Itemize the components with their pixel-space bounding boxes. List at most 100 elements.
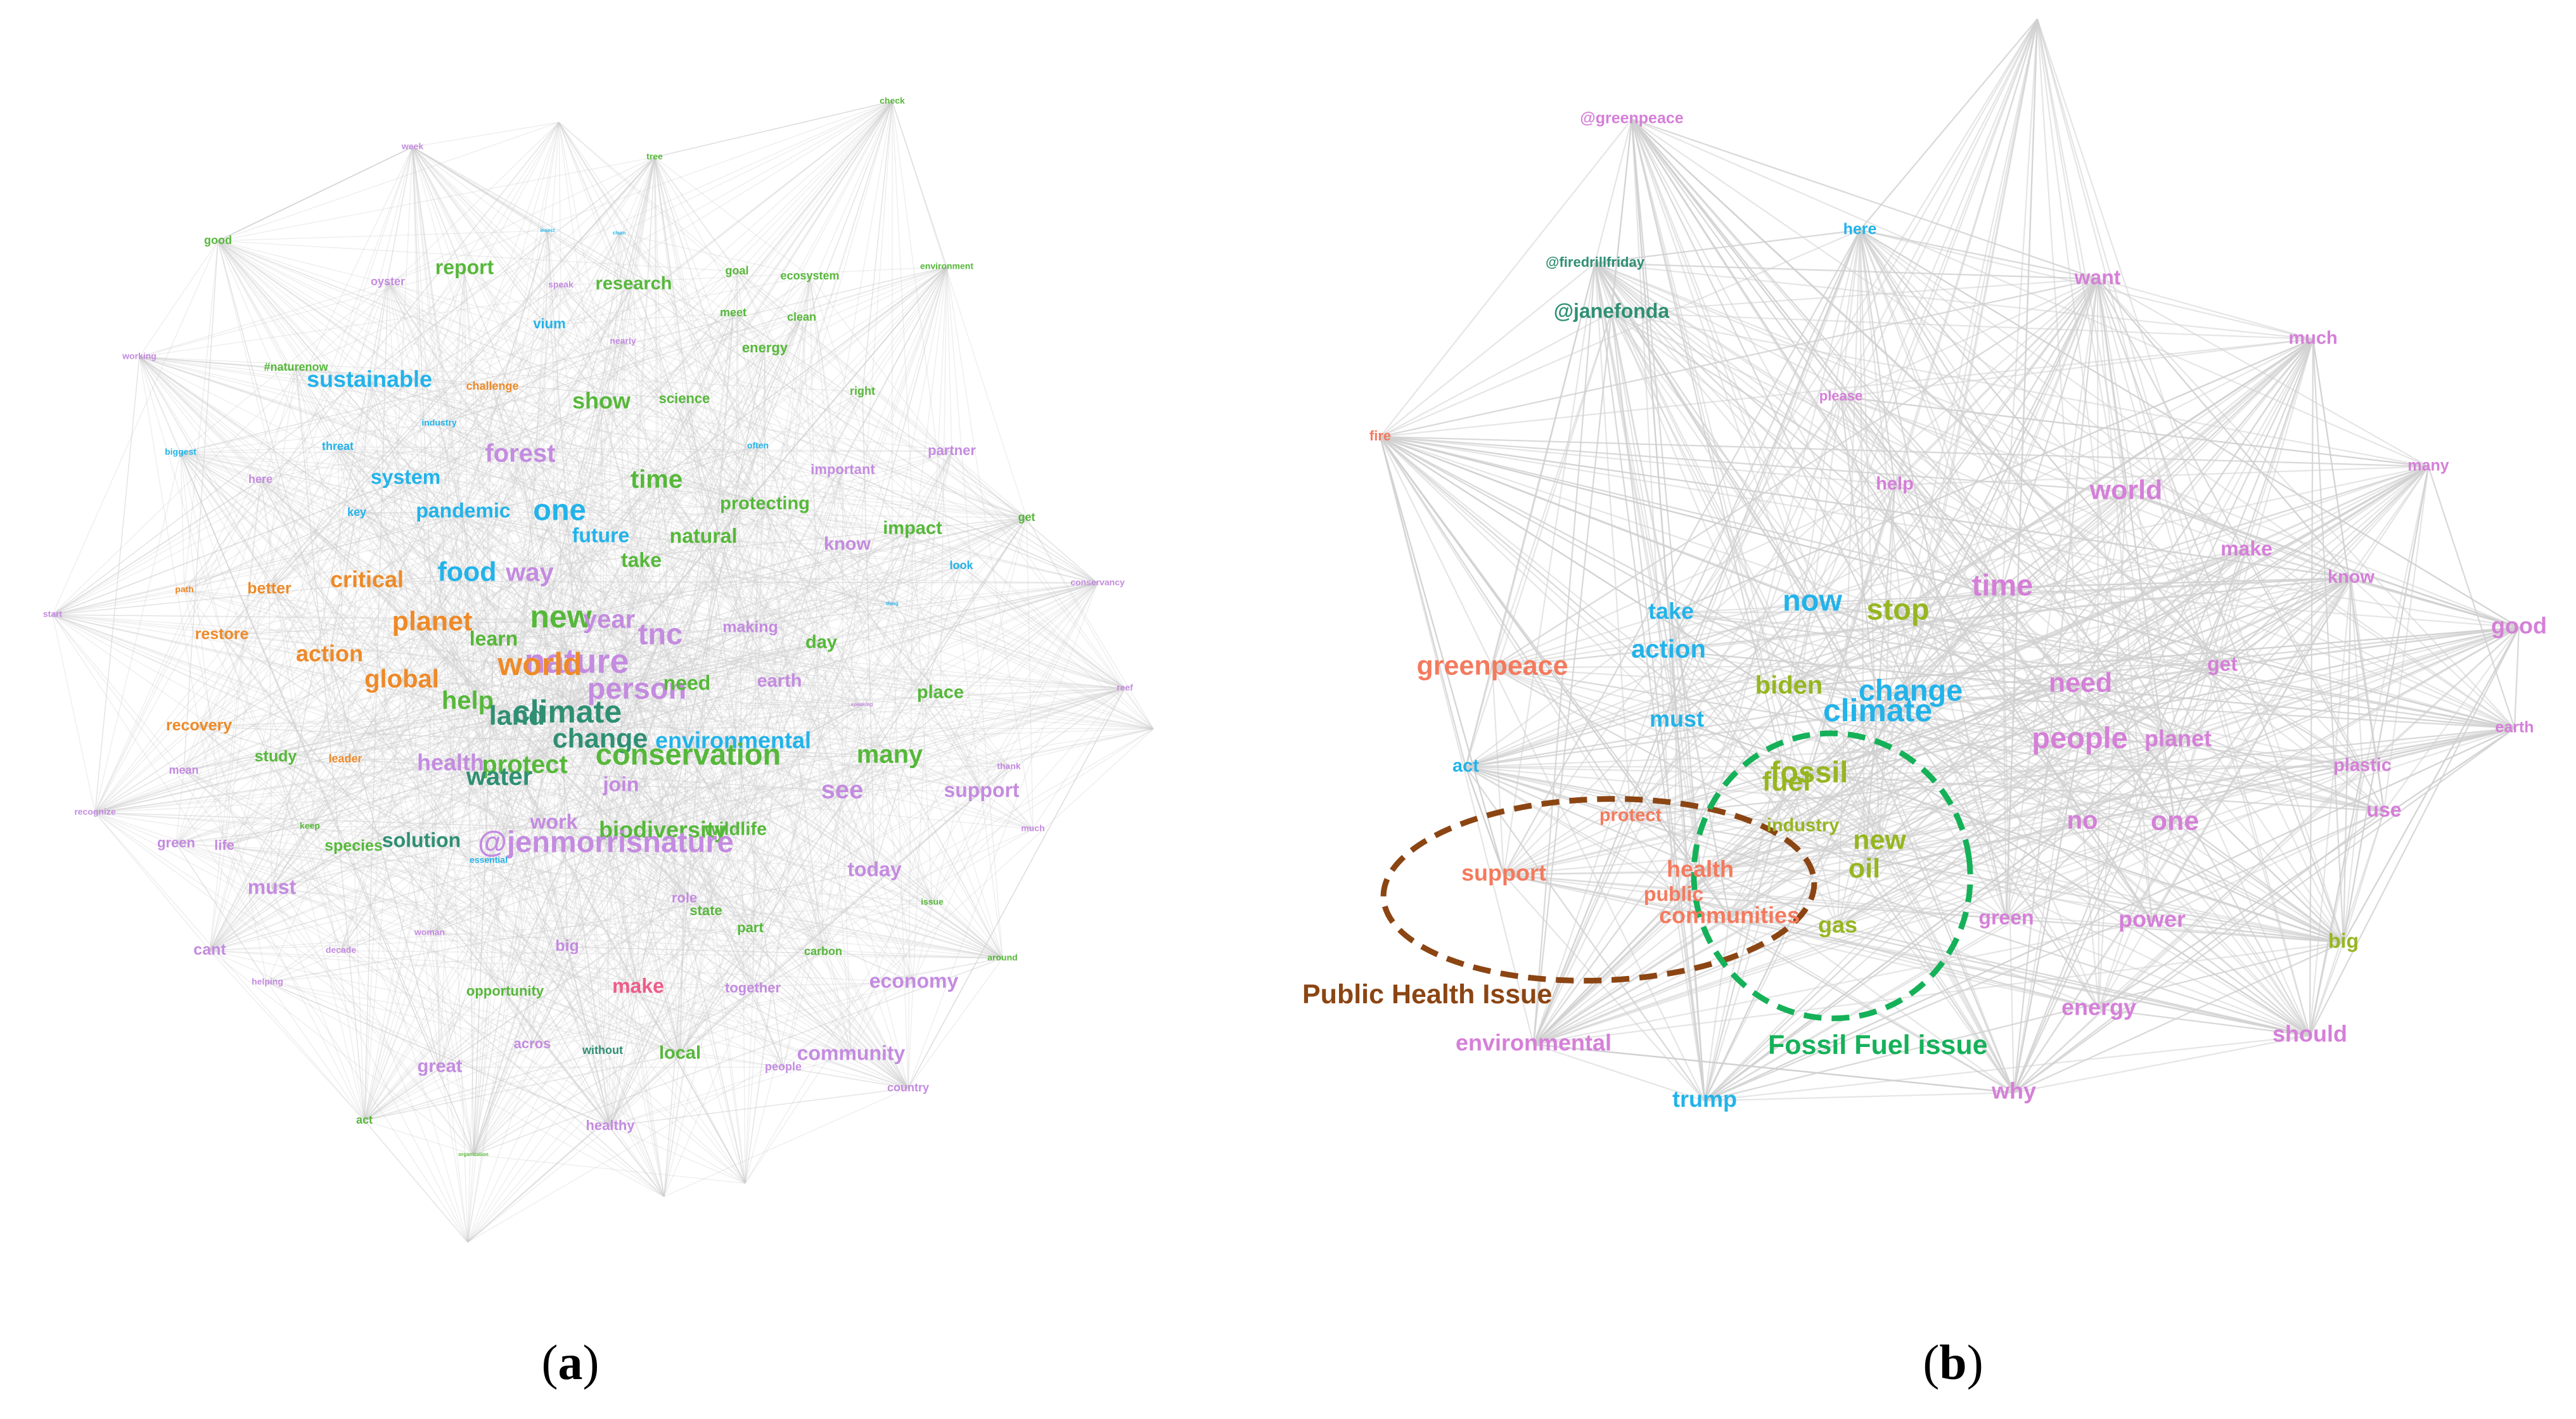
network-a-word-node: environmental: [655, 728, 811, 754]
network-a-word-node: world: [497, 646, 582, 682]
network-a-word-node: take: [621, 548, 662, 571]
network-a-word-node: working: [122, 351, 157, 361]
network-b-word-node: gas: [1818, 912, 1857, 938]
network-a-word-node: critical: [330, 567, 404, 593]
network-a-word-node: healthy: [586, 1117, 635, 1133]
network-a-word-node: look: [949, 559, 973, 572]
network-a-word-node: earth: [757, 671, 802, 691]
network-a-word-node: system: [371, 465, 440, 488]
network-a-word-node: species: [324, 837, 383, 855]
network-a-word-node: local: [659, 1043, 701, 1063]
network-b-word-node: here: [1843, 221, 1877, 238]
network-a-word-node: food: [437, 556, 496, 587]
network-b-word-node: planet: [2144, 726, 2212, 752]
network-a-word-node: speaking: [851, 702, 873, 707]
network-a-word-node: meet: [720, 306, 747, 319]
network-a-word-node: life: [214, 837, 234, 853]
network-a-word-node: reef: [1117, 683, 1133, 693]
network-a-word-node: support: [944, 778, 1019, 801]
network-a-word-node: opportunity: [466, 983, 544, 999]
network-a-word-node: check: [880, 96, 905, 106]
network-a-word-node: biodiversity: [599, 817, 727, 843]
network-a-word-node: woman: [414, 927, 445, 937]
network-a-word-node: climate: [513, 694, 622, 729]
network-a-word-node: nearly: [610, 336, 636, 346]
network-b-word-node: fire: [1369, 428, 1391, 444]
network-a-word-node: day: [805, 632, 837, 653]
network-b-word-node: take: [1648, 598, 1694, 624]
network-a-word-node: see: [821, 776, 864, 804]
network-a-word-node: way: [505, 559, 554, 587]
network-b-word-node: earth: [2495, 719, 2534, 736]
network-a-word-node: know: [824, 534, 871, 555]
network-a-word-node: help: [442, 687, 494, 715]
public-health-ellipse: [1380, 796, 1817, 984]
network-a-word-node: impact: [883, 518, 942, 539]
network-a-word-node: carbon: [804, 945, 842, 958]
network-a-word-node: environment: [920, 261, 973, 271]
network-b-word-node: trump: [1672, 1086, 1737, 1112]
network-a-word-node: solution: [382, 828, 461, 851]
network-a-word-node: research: [596, 274, 672, 294]
network-a-word-node: restore: [195, 626, 249, 643]
panel-b-open-paren: (: [1923, 1335, 1940, 1390]
network-a-word-node: must: [248, 875, 297, 898]
network-a-word-node: global: [364, 665, 439, 693]
network-a-word-node: partner: [928, 442, 976, 458]
panel-a-close-paren: ): [582, 1335, 599, 1390]
network-a-word-node: part: [737, 920, 764, 935]
network-b-word-node: get: [2207, 652, 2238, 675]
network-a-word-node: without: [582, 1044, 623, 1056]
network-b-word-node: communities: [1659, 902, 1800, 928]
network-a-word-node: #naturenow: [264, 361, 328, 373]
network-b-word-node: plastic: [2333, 755, 2392, 776]
network-b-word-node: power: [2118, 906, 2186, 932]
network-a-word-node: today: [847, 857, 902, 880]
network-a-word-node: natural: [670, 524, 738, 547]
network-a-word-node: place: [917, 683, 964, 703]
network-b-word-node: please: [1819, 388, 1863, 404]
network-a-word-node: industry: [421, 418, 456, 428]
network-a-word-node: acros: [514, 1036, 551, 1051]
network-a-word-node: organization: [458, 1152, 489, 1157]
network-b-word-node: fossil: [1771, 755, 1849, 788]
network-a-word-node: work: [530, 810, 578, 833]
network-b-edges: [1379, 18, 2520, 1102]
network-a-word-node: state: [689, 902, 722, 918]
network-b-word-node: people: [2032, 721, 2127, 754]
network-a-word-node: making: [722, 619, 778, 636]
network-b-word-node: climate: [1823, 693, 1932, 728]
network-a-word-node: many: [857, 741, 923, 769]
network-a-word-node: people: [765, 1060, 802, 1073]
network-a-word-node: oyster: [371, 275, 405, 288]
network-a-word-node: get: [1018, 511, 1035, 523]
network-a-word-node: sustainable: [307, 366, 432, 392]
network-b-word-node: now: [1783, 583, 1842, 617]
network-b-words: @greenpeace here @firedrillfriday @janefond…: [1369, 110, 2547, 1112]
public-health-annotation: Public Health Issue: [1302, 979, 1552, 1010]
network-a-word-node: start: [43, 609, 63, 619]
network-a-word-node: good: [204, 234, 232, 247]
network-a-words: check week tree insect clean good report oyster…: [43, 96, 1133, 1157]
network-a-word-node: one: [533, 492, 586, 526]
network-a-word-node: person: [587, 671, 687, 705]
network-a-word-node: study: [255, 748, 297, 766]
network-a-word-node: thing: [886, 601, 899, 607]
network-b-word-node: know: [2328, 567, 2375, 588]
network-a-word-node: often: [747, 440, 769, 451]
network-b-word-node: greenpeace: [1416, 650, 1568, 681]
network-a-word-node: issue: [921, 897, 944, 907]
network-b-word-node: support: [1461, 860, 1546, 886]
network-a-word-node: health: [417, 750, 484, 776]
network-a-word-node: science: [659, 390, 710, 406]
network-b-word-node: public: [1644, 882, 1703, 905]
network-a-word-node: right: [850, 385, 875, 397]
network-a-edges: [52, 101, 1154, 1243]
fossil-fuel-annotation: Fossil Fuel issue: [1768, 1030, 1988, 1060]
network-b-word-node: good: [2491, 613, 2547, 639]
network-a-word-node: vium: [533, 316, 565, 331]
network-a-word-node: nature: [524, 642, 629, 680]
network-a-word-node: conservancy: [1070, 577, 1125, 588]
network-a-word-node: leader: [328, 752, 362, 765]
